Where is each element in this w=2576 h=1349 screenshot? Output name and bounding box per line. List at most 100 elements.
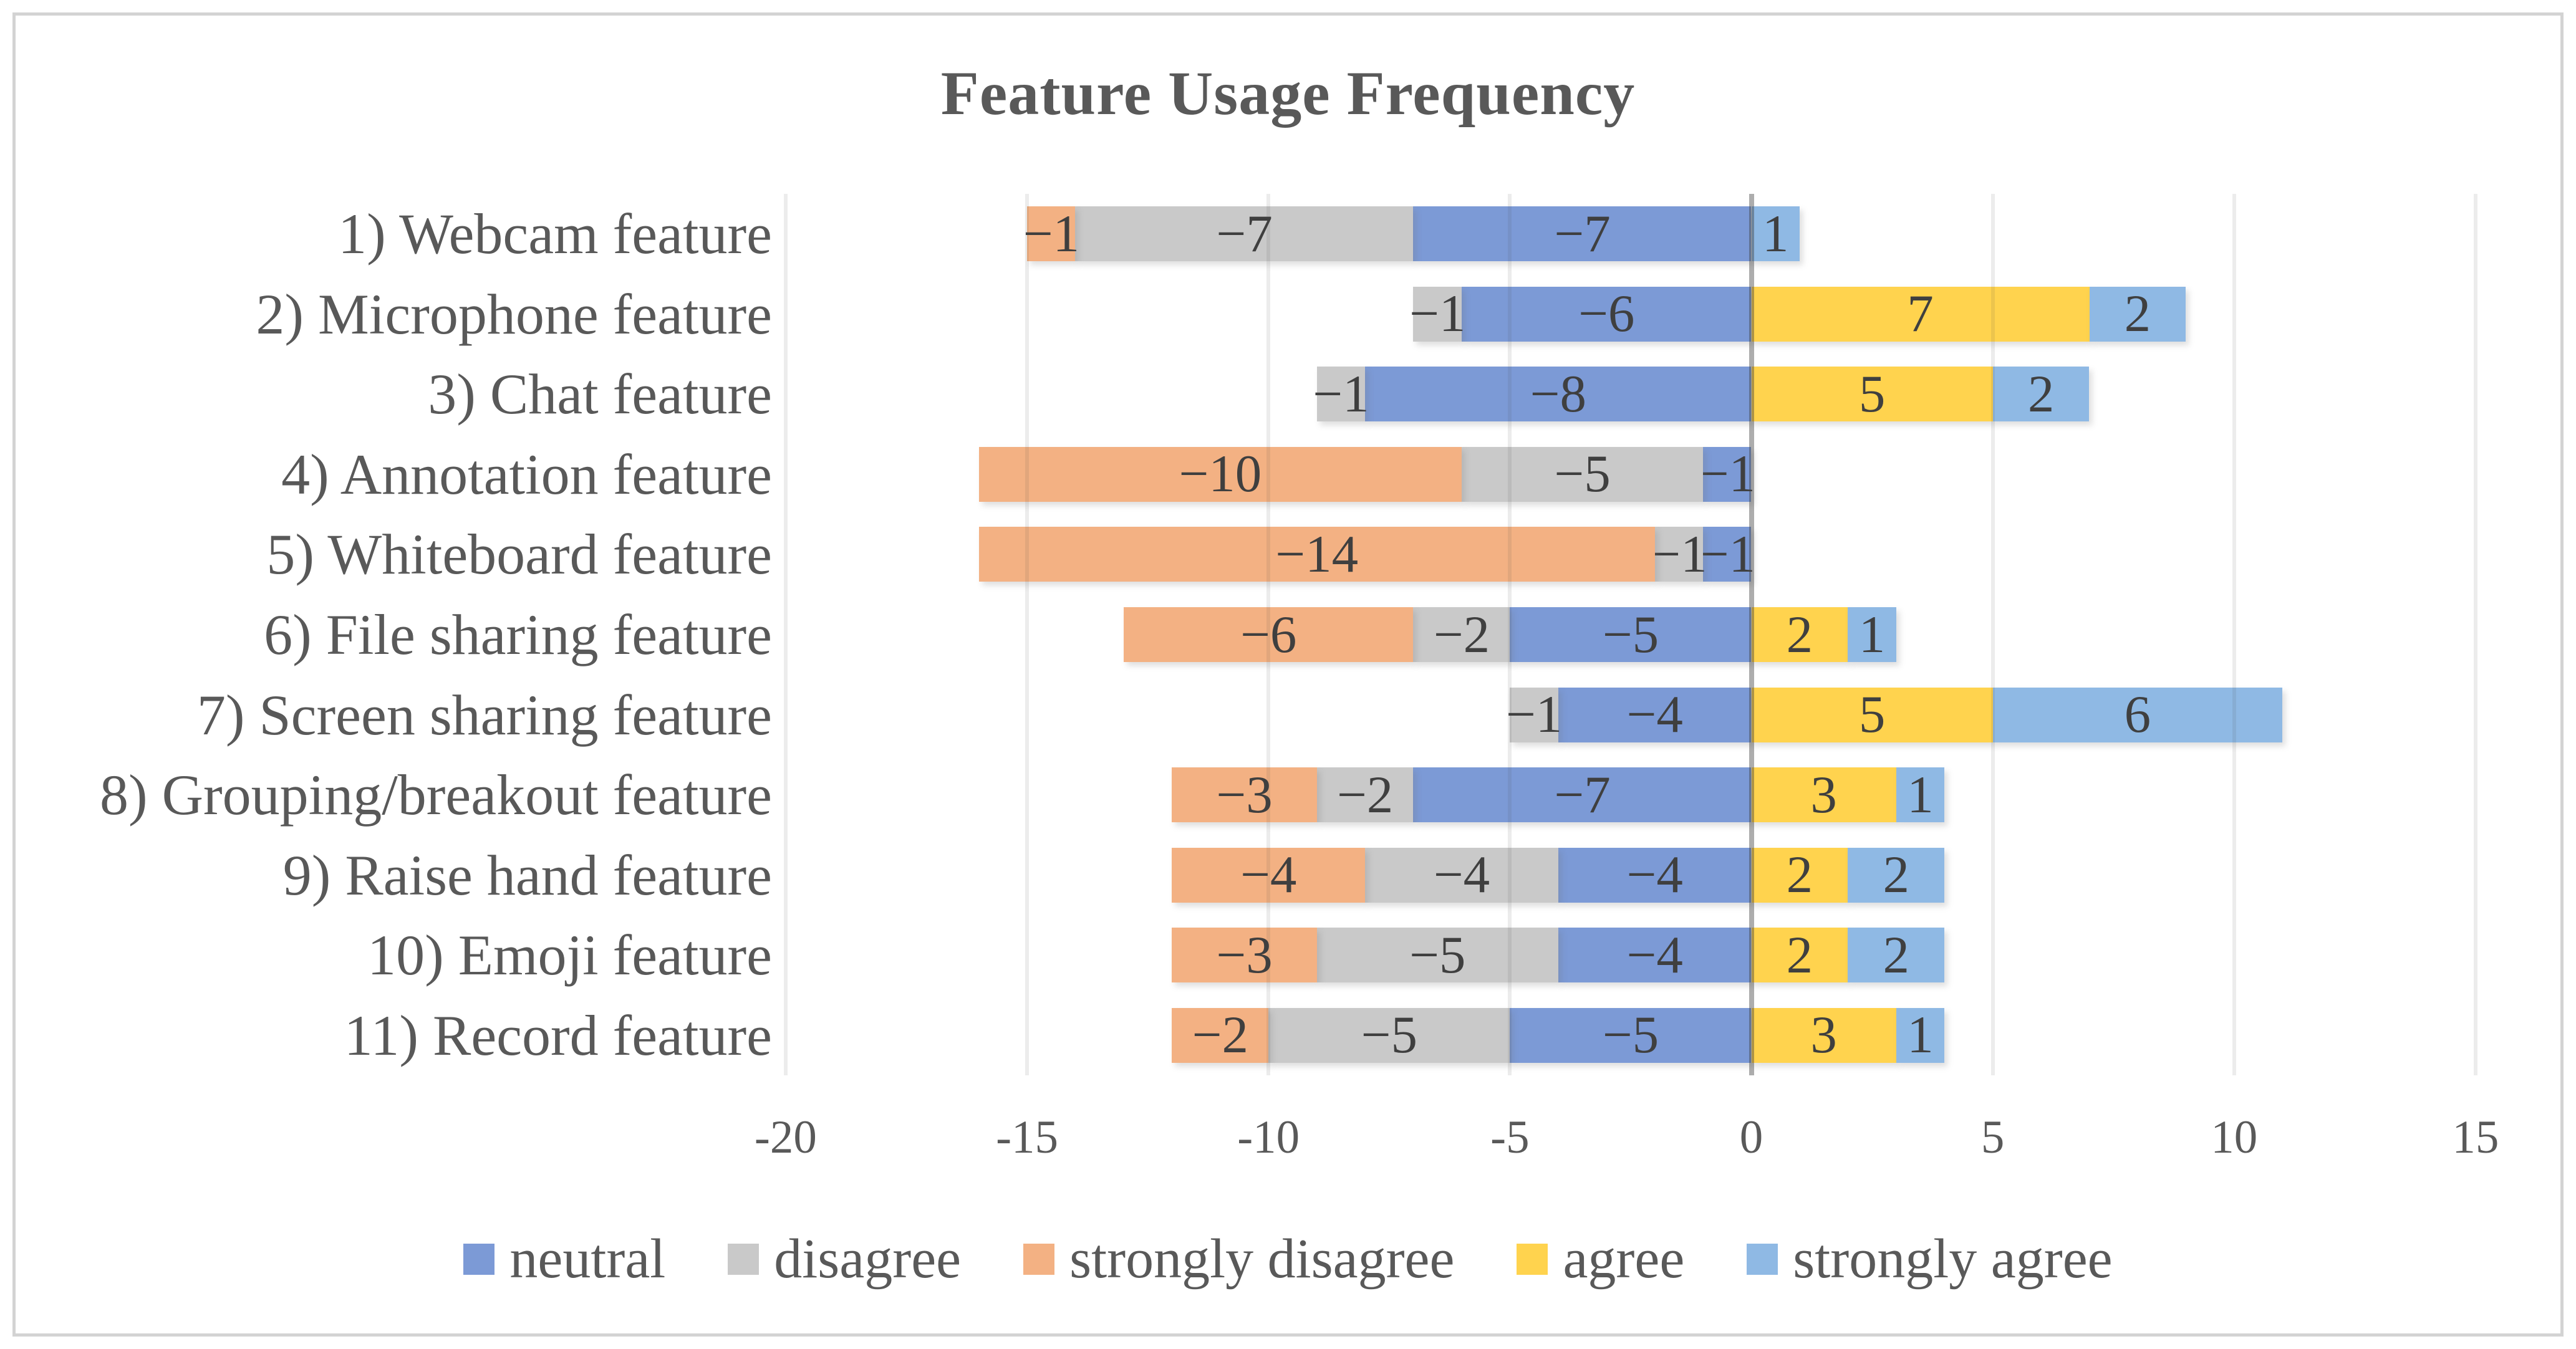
figure-border: [12, 12, 2564, 1337]
gridline: [1025, 194, 1030, 1075]
category-label: 9) Raise hand feature: [282, 843, 772, 907]
bar-value-label: 2: [1786, 925, 1813, 984]
category-label: 3) Chat feature: [428, 362, 772, 426]
legend-item: agree: [1517, 1231, 1684, 1287]
gridline: [1266, 194, 1271, 1075]
bar-segment-strongly-disagree: −10: [978, 446, 1462, 502]
bar-segment-strongly-agree: 1: [1751, 204, 1800, 263]
bar-segment-neutral: −7: [1413, 765, 1752, 824]
bar-value-label: −1: [1651, 524, 1707, 583]
bar-value-label: −5: [1554, 444, 1611, 504]
zero-axis-line: [1749, 194, 1754, 1075]
bar-segment-disagree: −5: [1268, 1007, 1510, 1063]
bar-segment-neutral: −8: [1365, 364, 1752, 423]
legend-item: strongly agree: [1747, 1228, 2113, 1290]
category-label: 10) Emoji feature: [367, 923, 772, 987]
bar-segment-strongly-disagree: −14: [978, 527, 1655, 582]
bar-segment-disagree: −2: [1316, 765, 1414, 824]
bar-value-label: −8: [1530, 364, 1586, 423]
x-tick-label: -20: [754, 1111, 817, 1163]
bar-segment-neutral: −6: [1461, 284, 1752, 343]
legend-swatch-neutral: [463, 1244, 495, 1275]
category-label: 2) Microphone feature: [256, 282, 772, 346]
bar-segment-strongly-disagree: −4: [1172, 845, 1366, 905]
gridline: [783, 194, 788, 1075]
bar-value-label: 2: [1883, 925, 1910, 984]
legend-item: neutral: [463, 1231, 665, 1287]
bar-segment-neutral: −4: [1558, 685, 1752, 744]
bar-value-label: 1: [1762, 204, 1789, 263]
bar-segment-disagree: −4: [1365, 847, 1558, 903]
bar-segment-strongly-agree: 2: [1848, 925, 1945, 984]
category-label: 6) File sharing feature: [264, 602, 772, 666]
category-label: 1) Webcam feature: [338, 202, 772, 266]
bar-segment-strongly-agree: 1: [1896, 765, 1945, 824]
bar-segment-strongly-agree: 1: [1896, 1007, 1945, 1063]
bar-value-label: −1: [1699, 444, 1755, 504]
bar-value-label: 2: [2027, 364, 2055, 423]
bar-segment-strongly-agree: 6: [1992, 685, 2283, 744]
bar-value-label: −2: [1192, 1006, 1248, 1065]
x-tick-label: 10: [2211, 1111, 2258, 1163]
bar-segment-agree: 2: [1751, 605, 1848, 664]
bar-value-label: 6: [2124, 685, 2151, 744]
bar-segment-strongly-disagree: −2: [1172, 1006, 1269, 1065]
category-label: 4) Annotation feature: [281, 442, 772, 506]
bar-value-label: −4: [1626, 845, 1683, 905]
bar-value-label: 2: [1786, 845, 1813, 905]
category-label: 7) Screen sharing feature: [196, 683, 772, 747]
bar-value-label: 1: [1907, 765, 1934, 824]
bar-segment-strongly-disagree: −3: [1172, 925, 1317, 984]
gridline: [1990, 194, 1995, 1075]
bar-segment-agree: 7: [1751, 286, 2090, 342]
bar-value-label: −5: [1602, 1006, 1659, 1065]
bar-segment-neutral: −7: [1413, 204, 1752, 263]
bar-value-label: 5: [1858, 364, 1886, 423]
bar-value-label: −6: [1578, 284, 1635, 343]
legend-swatch-strongly-agree: [1747, 1244, 1778, 1275]
bar-segment-strongly-disagree: −3: [1172, 765, 1317, 824]
bar-value-label: −4: [1240, 845, 1297, 905]
bar-value-label: −5: [1409, 925, 1466, 984]
legend-swatch-agree: [1517, 1244, 1548, 1275]
bar-value-label: −2: [1336, 765, 1394, 824]
bar-value-label: −3: [1216, 765, 1273, 824]
x-tick-label: 0: [1739, 1111, 1763, 1163]
bar-segment-strongly-agree: 2: [1848, 847, 1945, 903]
bar-value-label: −1: [1313, 364, 1369, 423]
bar-value-label: 2: [1786, 605, 1813, 664]
bar-segment-neutral: −1: [1699, 446, 1755, 502]
bar-segment-disagree: −1: [1313, 367, 1369, 422]
legend-item: disagree: [728, 1231, 961, 1287]
bar-value-label: −1: [1409, 284, 1466, 343]
legend-label: neutral: [509, 1228, 666, 1290]
bar-value-label: 1: [1858, 605, 1886, 664]
x-tick-label: -10: [1237, 1111, 1300, 1163]
bar-segment-agree: 5: [1751, 364, 1993, 423]
bar-value-label: −1: [1505, 685, 1563, 744]
bar-value-label: −3: [1216, 925, 1273, 984]
bar-value-label: −7: [1554, 204, 1611, 263]
legend-swatch-disagree: [728, 1244, 760, 1275]
bar-segment-strongly-agree: 2: [1992, 364, 2090, 423]
bar-segment-disagree: −1: [1506, 687, 1562, 742]
legend-label: agree: [1563, 1228, 1685, 1290]
bar-segment-disagree: −5: [1316, 925, 1558, 984]
bar-value-label: −7: [1554, 765, 1611, 824]
bar-value-label: −4: [1626, 685, 1683, 744]
bar-segment-disagree: −1: [1651, 527, 1707, 582]
bar-value-label: 5: [1858, 685, 1886, 744]
bar-segment-strongly-disagree: −6: [1123, 607, 1414, 662]
bar-segment-agree: 3: [1751, 1007, 1896, 1063]
bar-value-label: −1: [1023, 204, 1079, 263]
x-tick-label: -5: [1490, 1111, 1530, 1163]
bar-segment-neutral: −4: [1558, 928, 1752, 983]
bar-segment-disagree: −7: [1075, 206, 1414, 262]
bar-value-label: 2: [2124, 284, 2151, 343]
legend-label: strongly agree: [1793, 1228, 2113, 1290]
bar-segment-disagree: −5: [1461, 444, 1704, 504]
gridline: [2473, 194, 2477, 1075]
bar-value-label: −1: [1699, 524, 1755, 583]
bar-segment-neutral: −1: [1699, 527, 1755, 582]
